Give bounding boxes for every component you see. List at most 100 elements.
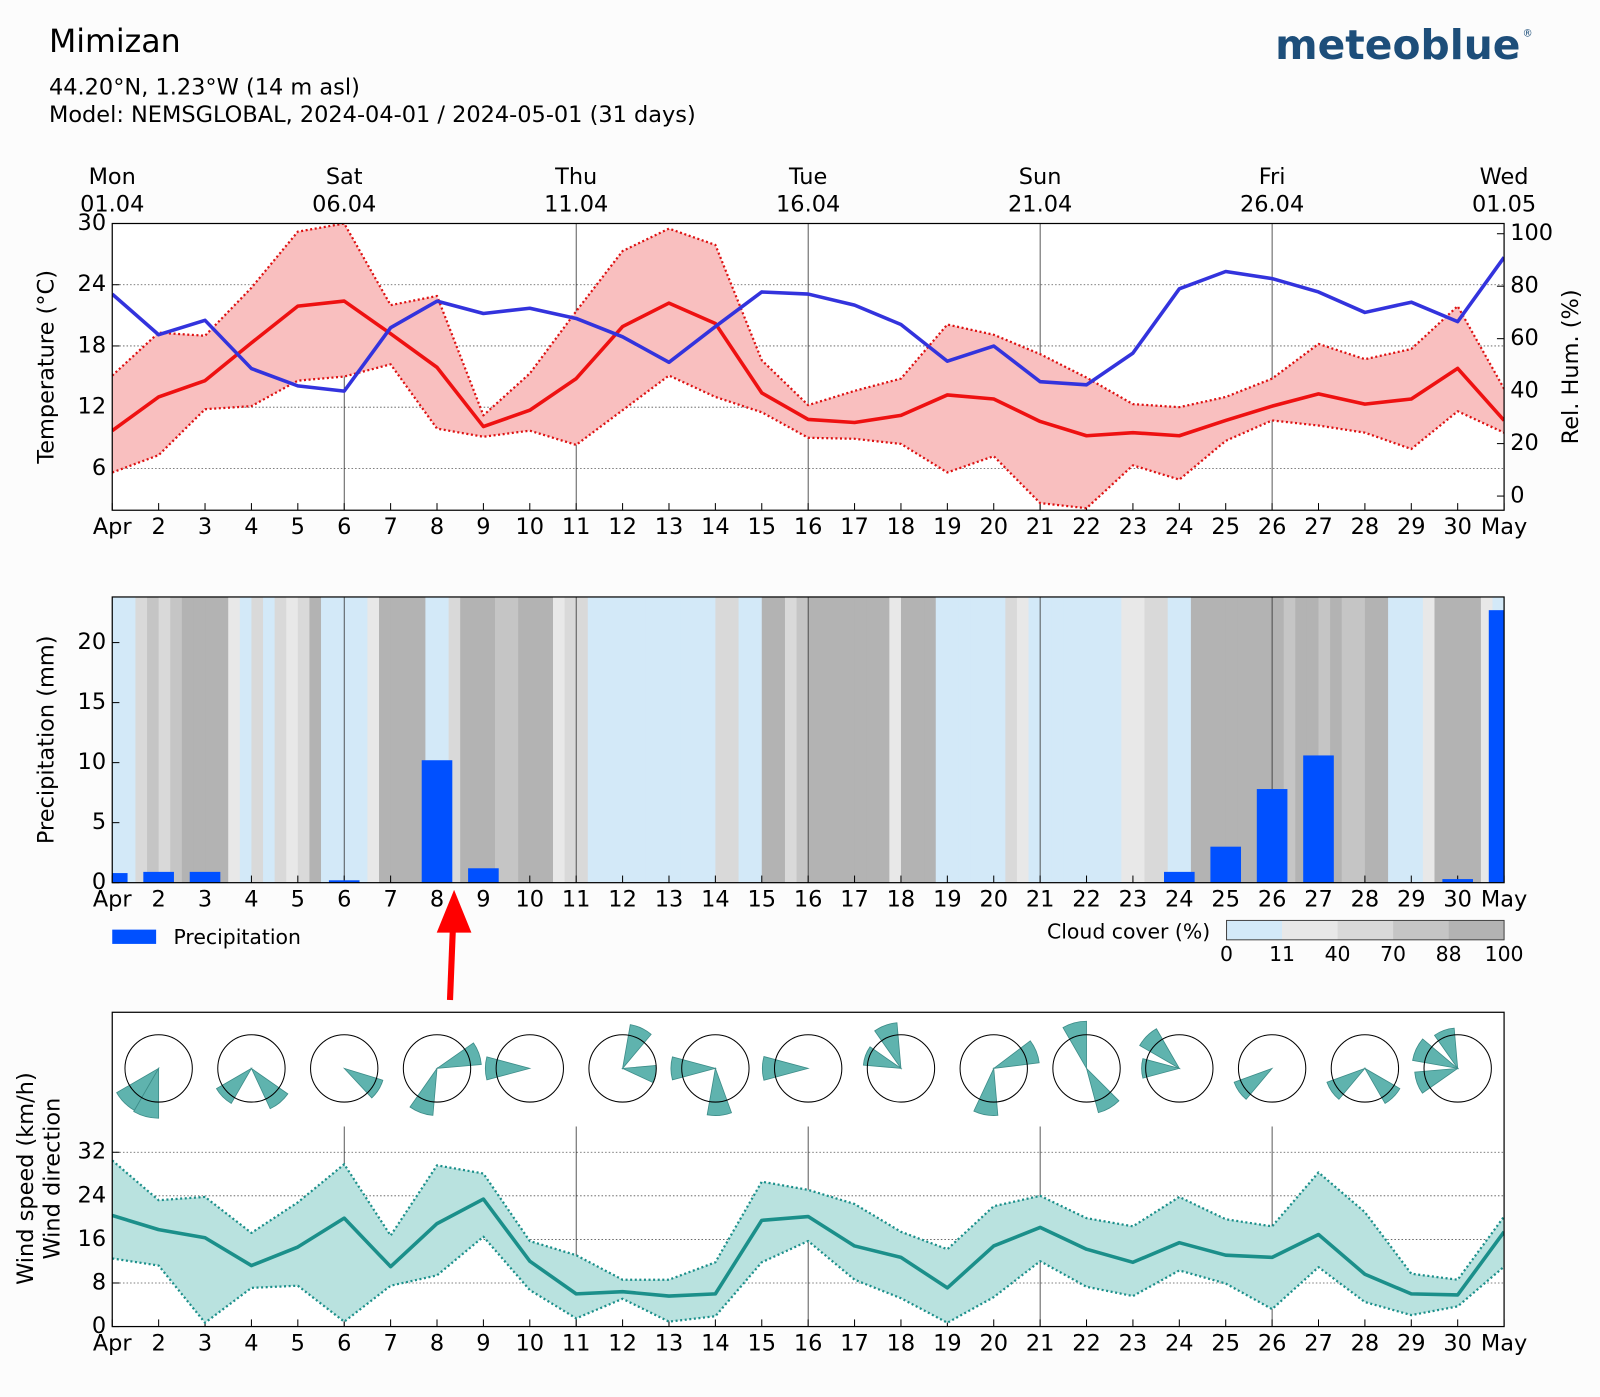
top-day-label: Sun — [1019, 164, 1062, 190]
x-tick-label: 29 — [1397, 514, 1426, 540]
wind-sector — [1139, 1028, 1181, 1070]
cloud-cover-cell — [205, 596, 218, 883]
series-line — [112, 299, 1505, 438]
wind-sector — [1414, 1067, 1460, 1094]
wind-rose-circle — [310, 1034, 379, 1103]
x-tick-label: 19 — [933, 514, 962, 540]
cloud-cover-cell — [610, 596, 624, 883]
cloud-cover-cell — [239, 596, 252, 883]
x-tick-label: 27 — [1304, 887, 1333, 913]
colorbar-tick-label: 88 — [1436, 942, 1462, 966]
cloud-cover-cell — [297, 596, 310, 883]
colorbar-tick-label: 40 — [1325, 942, 1351, 966]
x-tick-label: 11 — [562, 1330, 591, 1356]
x-tick-label: 17 — [840, 1330, 869, 1356]
top-day-label: Tue — [788, 164, 827, 190]
x-tick-label: 15 — [747, 887, 776, 913]
top-day-label: Fri — [1259, 164, 1286, 190]
cloud-cover-cell — [1411, 596, 1424, 883]
bar — [1256, 789, 1288, 883]
x-tick-label: Apr — [93, 514, 133, 540]
cloud-cover-cell — [1098, 596, 1111, 883]
x-tick-label: 29 — [1397, 887, 1426, 913]
cloud-cover-cell — [460, 596, 473, 883]
x-tick-label: 29 — [1397, 1330, 1426, 1356]
x-tick-label: 26 — [1258, 1330, 1287, 1356]
colorbar-segment — [1337, 920, 1394, 940]
plot-frame — [111, 596, 1505, 884]
x-tick-label: 21 — [1026, 1330, 1055, 1356]
cloud-cover-cell — [228, 596, 241, 883]
cloud-cover-cell — [1016, 596, 1030, 883]
wind-sector — [1363, 1067, 1401, 1104]
wind-rose-circle — [402, 1034, 472, 1103]
wind-sector — [762, 1056, 810, 1081]
x-tick-label: 15 — [747, 514, 776, 540]
x-tick-label: May — [1481, 1330, 1527, 1356]
cloud-cover-cell — [1225, 596, 1238, 883]
cloud-cover-cell — [912, 596, 925, 883]
cloud-cover-cell — [657, 596, 670, 883]
cloud-cover-cell — [274, 596, 287, 883]
y-axis-label: Wind speed (km/h) — [13, 1072, 39, 1285]
cloud-cover-cell — [1179, 596, 1192, 883]
x-tick-label: 2 — [151, 1330, 165, 1356]
cloud-cover-cell — [750, 596, 763, 883]
x-tick-label: 10 — [516, 887, 545, 913]
top-date-label: 01.05 — [1472, 192, 1536, 218]
wind-rose-circle — [495, 1034, 564, 1103]
x-tick-label: 4 — [244, 1330, 258, 1356]
top-date-label: 01.04 — [80, 192, 144, 218]
wind-sector — [973, 1066, 999, 1116]
cloud-cover-cell — [1457, 596, 1470, 883]
wind-rose-circle — [1423, 1034, 1492, 1103]
bar — [143, 871, 174, 883]
x-tick-label: 2 — [151, 887, 165, 913]
cloud-cover-cell — [1167, 596, 1180, 883]
cloud-cover-cell — [321, 596, 334, 883]
cloud-cover-cell — [715, 596, 728, 883]
cloud-cover-cell — [112, 596, 125, 883]
legend-label: Precipitation — [173, 925, 300, 949]
cloud-cover-cell — [1364, 596, 1378, 883]
cloud-cover-cell — [738, 596, 751, 883]
cloud-cover-cell — [1109, 596, 1122, 883]
colorbar-tick-label: 11 — [1269, 942, 1295, 966]
cloud-cover-cell — [692, 596, 705, 883]
cloud-cover-cell — [564, 596, 577, 883]
cloud-cover-cell — [379, 596, 392, 883]
bar — [468, 868, 499, 883]
cloud-cover-cell — [993, 596, 1006, 883]
x-tick-label: 20 — [979, 514, 1008, 540]
legend-swatch — [112, 929, 157, 944]
cloud-cover-cell — [483, 596, 496, 883]
wind-sector — [862, 1046, 903, 1069]
cloud-cover-cell — [1422, 596, 1435, 883]
top-date-label: 26.04 — [1240, 192, 1304, 218]
y-tick-label: 6 — [92, 455, 106, 481]
x-tick-label: Apr — [93, 1330, 133, 1356]
x-tick-label: 28 — [1351, 1330, 1380, 1356]
cloud-cover-cell — [552, 596, 566, 883]
cloud-cover-cell — [1446, 596, 1459, 883]
y-axis-label: Wind direction — [40, 1098, 66, 1260]
cloud-cover-cell — [924, 596, 937, 883]
annotation-arrow — [436, 889, 472, 1001]
x-tick-label: 22 — [1072, 887, 1101, 913]
cloud-cover-cell — [390, 596, 403, 883]
y-tick-label: 0 — [92, 869, 106, 895]
x-tick-label: 21 — [1026, 514, 1055, 540]
colorbar-tick-label: 0 — [1220, 942, 1233, 966]
cloud-cover-cell — [1434, 596, 1447, 883]
y2-tick-label: 20 — [1510, 430, 1539, 456]
cloud-cover-cell — [506, 596, 519, 883]
x-tick-label: 7 — [383, 514, 397, 540]
cloud-cover-cell — [135, 596, 148, 883]
bar — [1210, 846, 1242, 883]
x-tick-label: 3 — [198, 514, 212, 540]
wind-rose-circle — [866, 1034, 936, 1103]
bar — [1488, 610, 1505, 883]
x-tick-label: 8 — [430, 887, 444, 913]
logo: meteoblue — [1275, 21, 1520, 69]
x-tick-label: 16 — [794, 1330, 823, 1356]
